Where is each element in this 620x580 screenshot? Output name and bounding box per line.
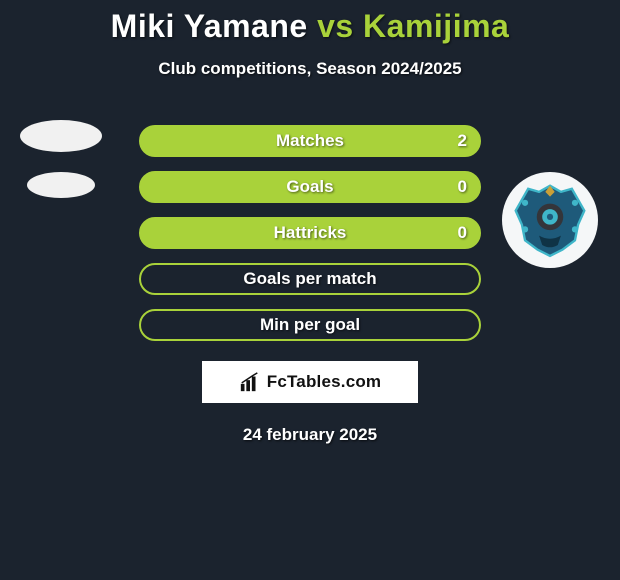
player1-name: Miki Yamane (111, 8, 308, 44)
stat-value-right: 0 (458, 223, 467, 243)
stat-row: Hattricks 0 (139, 217, 481, 249)
stat-row: Matches 2 (139, 125, 481, 157)
left-team-badges (20, 120, 102, 198)
stat-label: Goals (286, 177, 333, 197)
stat-row: Goals 0 (139, 171, 481, 203)
stat-label: Min per goal (260, 315, 360, 335)
bars-icon (239, 371, 261, 393)
stat-value-right: 0 (458, 177, 467, 197)
date-label: 24 february 2025 (0, 425, 620, 445)
right-team-crest (502, 172, 598, 268)
page-title: Miki Yamane vs Kamijima (0, 0, 620, 45)
stat-row: Min per goal (139, 309, 481, 341)
stat-row: Goals per match (139, 263, 481, 295)
team-badge-placeholder-2 (27, 172, 95, 198)
stat-label: Hattricks (274, 223, 347, 243)
stat-value-right: 2 (458, 131, 467, 151)
player2-name: Kamijima (363, 8, 509, 44)
vs-separator: vs (317, 8, 354, 44)
crest-icon (511, 181, 589, 259)
stat-label: Goals per match (243, 269, 376, 289)
logo-text: FcTables.com (267, 372, 382, 392)
stat-label: Matches (276, 131, 344, 151)
subtitle: Club competitions, Season 2024/2025 (0, 59, 620, 79)
fctables-logo: FcTables.com (202, 361, 418, 403)
team-badge-placeholder-1 (20, 120, 102, 152)
